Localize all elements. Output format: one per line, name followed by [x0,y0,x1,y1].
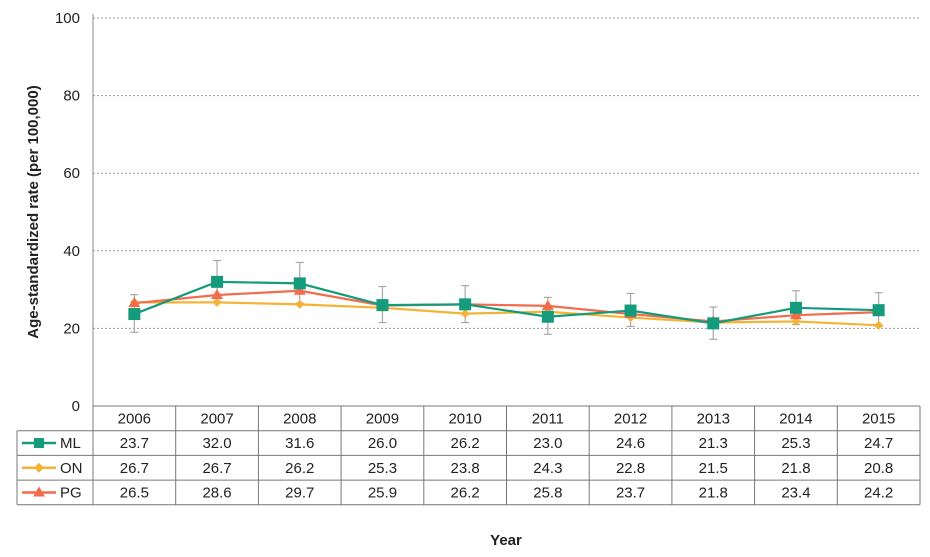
data-point-ml [128,308,141,321]
series-line-on [134,301,879,327]
series-line-pg [134,289,879,323]
data-point-ml [376,299,389,312]
series-markers [128,275,885,330]
data-point-on [212,297,222,307]
data-point-pg [293,284,306,295]
x-tick-label: 2015 [862,410,895,427]
data-table: 2006 2007 2008 2009 2010 2011 2012 2013 2014 2015… [16,405,921,506]
data-point-ml [707,317,720,330]
data-label: 23.7 [616,484,645,501]
data-point-pg [211,289,224,300]
data-label: 23.8 [451,460,480,477]
data-label: 21.8 [781,460,810,477]
legend-marker [34,438,44,449]
data-point-on [460,309,470,319]
data-point-ml [624,304,637,317]
error-bars [130,259,883,340]
data-label: 26.2 [451,484,480,501]
series-lines [133,280,879,327]
legend-label: ON [60,460,83,477]
legend-label: PG [60,484,82,501]
x-tick-label: 2012 [614,410,647,427]
y-tick-label: 20 [63,320,80,337]
data-label: 21.5 [699,460,728,477]
data-point-on [295,299,305,309]
y-tick-label: 0 [72,398,80,415]
x-tick-label: 2008 [283,410,316,427]
data-label: 21.3 [699,435,728,452]
data-point-ml [293,277,306,290]
y-tick-label: 40 [63,243,80,260]
data-point-ml [211,275,224,288]
data-label: 24.7 [864,435,893,452]
data-point-on [874,320,884,330]
x-axis-title: Year [490,532,522,549]
data-label: 24.2 [864,484,893,501]
legend-label: ML [60,435,81,452]
data-label: 25.3 [781,435,810,452]
data-point-ml [459,298,472,311]
data-label: 25.8 [533,484,562,501]
data-label: 29.7 [285,484,314,501]
x-tick-label: 2011 [532,410,564,427]
series-line-ml [133,280,879,325]
x-tick-label: 2010 [448,410,481,427]
data-label: 26.5 [120,484,149,501]
data-point-ml [789,301,802,314]
data-label: 20.8 [864,460,893,477]
data-label: 26.7 [120,460,149,477]
data-label: 31.6 [285,435,314,452]
y-axis-title: Age-standardized rate (per 100,000) [25,85,42,338]
legend-marker [34,462,44,473]
x-tick-label: 2007 [200,410,233,427]
data-label: 25.9 [368,484,397,501]
data-point-pg [128,297,141,308]
data-label: 32.0 [202,435,231,452]
y-tick-label: 80 [63,88,80,105]
data-label: 26.2 [451,435,480,452]
gridlines [92,14,920,406]
data-label: 24.3 [533,460,562,477]
data-label: 26.2 [285,460,314,477]
data-point-ml [872,304,885,317]
data-point-pg [789,309,802,320]
y-tick-label: 60 [63,165,80,182]
data-point-pg [541,299,554,310]
y-axis-ticks: 0 20 40 60 80 100 [55,10,80,415]
legend-marker [33,486,45,497]
data-label: 23.7 [120,435,149,452]
data-point-ml [541,310,554,323]
data-label: 25.3 [368,460,397,477]
data-label: 26.0 [368,435,397,452]
x-tick-label: 2006 [118,410,151,427]
data-label: 23.4 [781,484,810,501]
x-tick-label: 2013 [697,410,730,427]
data-label: 24.6 [616,435,645,452]
data-label: 26.7 [202,460,231,477]
data-label: 21.8 [699,484,728,501]
x-tick-label: 2014 [779,410,812,427]
data-label: 28.6 [202,484,231,501]
y-tick-label: 100 [55,10,80,27]
x-tick-label: 2009 [366,410,399,427]
data-label: 22.8 [616,460,645,477]
data-label: 23.0 [533,435,562,452]
